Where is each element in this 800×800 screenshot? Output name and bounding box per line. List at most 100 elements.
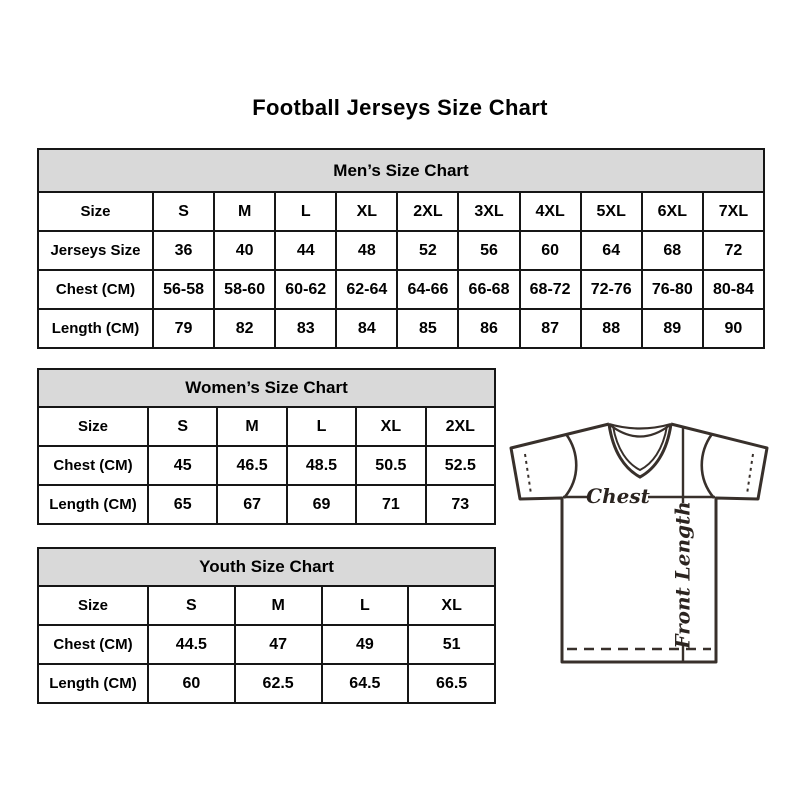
table-row: Chest (CM) 44.5 47 49 51 <box>37 624 496 665</box>
youth-table-title: Youth Size Chart <box>37 547 496 587</box>
value-cell: 64 <box>579 230 643 271</box>
value-cell: 69 <box>285 484 358 525</box>
row-label-cell: Length (CM) <box>37 308 154 349</box>
value-cell: 44.5 <box>147 624 236 665</box>
table-row: Length (CM) 60 62.5 64.5 66.5 <box>37 663 496 704</box>
value-cell: 4XL <box>518 191 582 232</box>
value-cell: 6XL <box>640 191 704 232</box>
table-row: Chest (CM) 45 46.5 48.5 50.5 52.5 <box>37 445 497 486</box>
value-cell: 44 <box>274 230 338 271</box>
value-cell: S <box>146 406 219 447</box>
value-cell: S <box>147 585 236 626</box>
armhole-seam-left-icon <box>562 433 578 499</box>
value-cell: M <box>213 191 277 232</box>
row-label-cell: Length (CM) <box>37 484 149 525</box>
row-label-cell: Length (CM) <box>37 663 149 704</box>
v-neck-inner-icon <box>612 425 668 472</box>
womens-size-table: Women’s Size Chart Size S M L XL 2XL Chest (CM… <box>37 368 497 525</box>
chest-label: Chest <box>586 484 650 508</box>
table-row: Length (CM) 65 67 69 71 73 <box>37 484 497 525</box>
row-label-cell: Chest (CM) <box>37 624 149 665</box>
v-neck-outer-icon <box>607 423 673 479</box>
value-cell: 86 <box>457 308 521 349</box>
row-label-cell: Size <box>37 406 149 447</box>
value-cell: 46.5 <box>216 445 288 486</box>
value-cell: 58-60 <box>213 269 277 310</box>
value-cell: 56-58 <box>151 269 216 310</box>
value-cell: L <box>274 191 338 232</box>
value-cell: L <box>285 406 358 447</box>
value-cell: 60-62 <box>274 269 338 310</box>
table-row: Jerseys Size 36 40 44 48 52 56 60 64 68 72 <box>37 230 766 271</box>
value-cell: 66.5 <box>407 663 496 704</box>
jersey-outline-icon <box>509 422 769 664</box>
value-cell: 48 <box>335 230 399 271</box>
page-title: Football Jerseys Size Chart <box>252 95 548 120</box>
row-label-cell: Chest (CM) <box>37 445 149 486</box>
front-length-label: Front Length <box>671 501 695 650</box>
womens-table-title: Women’s Size Chart <box>37 368 496 408</box>
collar-inner-arc-icon <box>609 424 671 438</box>
value-cell: 72 <box>701 230 766 271</box>
value-cell: M <box>233 585 323 626</box>
value-cell: 83 <box>274 308 338 349</box>
value-cell: M <box>216 406 288 447</box>
value-cell: 49 <box>320 624 410 665</box>
value-cell: 50.5 <box>355 445 427 486</box>
value-cell: 67 <box>216 484 288 525</box>
table-row: Size S M L XL 2XL <box>37 406 497 447</box>
value-cell: 48.5 <box>285 445 358 486</box>
table-row: Length (CM) 79 82 83 84 85 86 87 88 89 90 <box>37 308 766 349</box>
value-cell: XL <box>335 191 399 232</box>
value-cell: 52 <box>396 230 460 271</box>
armhole-seam-right-icon <box>700 433 716 499</box>
mens-table-title: Men’s Size Chart <box>37 148 765 193</box>
value-cell: 51 <box>407 624 496 665</box>
value-cell: 45 <box>146 445 219 486</box>
value-cell: 64.5 <box>320 663 410 704</box>
value-cell: 2XL <box>396 191 460 232</box>
value-cell: 40 <box>213 230 277 271</box>
value-cell: 88 <box>579 308 643 349</box>
table-title-row: Men’s Size Chart <box>37 148 765 193</box>
value-cell: 2XL <box>424 406 497 447</box>
cuff-dash-left-icon <box>524 453 532 495</box>
value-cell: 62-64 <box>335 269 399 310</box>
value-cell: 90 <box>701 308 766 349</box>
table-title-row: Youth Size Chart <box>37 547 496 587</box>
value-cell: 68 <box>640 230 704 271</box>
table-row: Size S M L XL <box>37 585 496 626</box>
value-cell: 84 <box>335 308 399 349</box>
value-cell: 5XL <box>579 191 643 232</box>
mens-size-table: Men’s Size Chart Size S M L XL 2XL 3XL 4XL 5XL 6X… <box>37 148 766 349</box>
value-cell: 72-76 <box>579 269 643 310</box>
value-cell: 79 <box>151 308 216 349</box>
row-label-cell: Size <box>37 585 149 626</box>
cuff-dash-right-icon <box>746 453 754 495</box>
value-cell: 64-66 <box>396 269 460 310</box>
row-label-cell: Size <box>37 191 154 232</box>
value-cell: 3XL <box>457 191 521 232</box>
value-cell: XL <box>355 406 427 447</box>
table-row: Chest (CM) 56-58 58-60 60-62 62-64 64-66 66-68… <box>37 269 766 310</box>
youth-size-table: Youth Size Chart Size S M L XL Chest (CM) 44.5… <box>37 547 496 704</box>
value-cell: 76-80 <box>640 269 704 310</box>
value-cell: 7XL <box>701 191 766 232</box>
value-cell: 73 <box>424 484 497 525</box>
table-title-row: Women’s Size Chart <box>37 368 496 408</box>
value-cell: 47 <box>233 624 323 665</box>
value-cell: XL <box>407 585 496 626</box>
table-row: Size S M L XL 2XL 3XL 4XL 5XL 6XL 7XL <box>37 191 766 232</box>
value-cell: 87 <box>518 308 582 349</box>
value-cell: 65 <box>146 484 219 525</box>
value-cell: 36 <box>151 230 216 271</box>
value-cell: 66-68 <box>457 269 521 310</box>
row-label-cell: Chest (CM) <box>37 269 154 310</box>
collar-back-arc-icon <box>608 422 672 430</box>
row-label-cell: Jerseys Size <box>37 230 154 271</box>
value-cell: S <box>151 191 216 232</box>
value-cell: L <box>320 585 410 626</box>
value-cell: 62.5 <box>233 663 323 704</box>
value-cell: 60 <box>147 663 236 704</box>
